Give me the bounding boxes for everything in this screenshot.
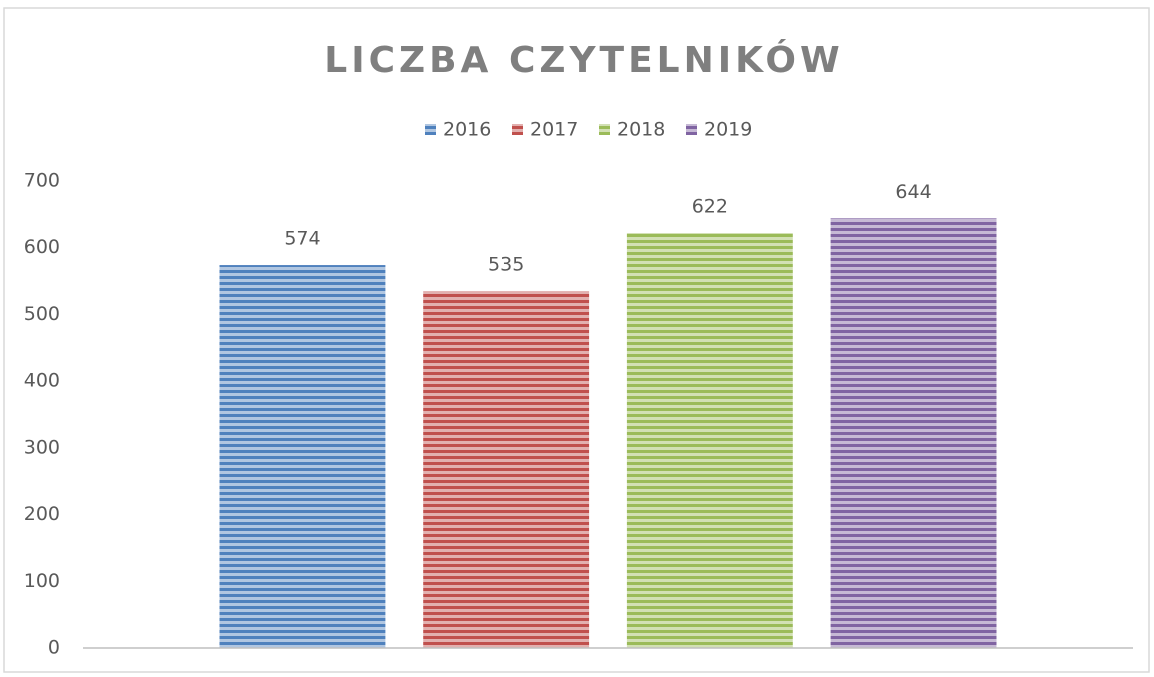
legend-swatch — [599, 124, 610, 135]
legend-label: 2017 — [530, 119, 578, 141]
legend-label: 2016 — [443, 119, 491, 141]
chart-title: LICZBA CZYTELNIKÓW — [324, 39, 844, 81]
y-tick-label: 700 — [24, 170, 60, 192]
bar — [219, 265, 386, 648]
y-tick-label: 400 — [24, 370, 60, 392]
bar — [423, 291, 590, 648]
legend-label: 2019 — [704, 119, 752, 141]
y-tick-label: 0 — [48, 637, 60, 659]
data-label: 574 — [284, 228, 320, 250]
y-tick-label: 200 — [24, 503, 60, 525]
y-tick-label: 100 — [24, 570, 60, 592]
bar — [830, 218, 997, 649]
data-label: 644 — [895, 181, 931, 203]
y-tick-label: 500 — [24, 303, 60, 325]
legend-swatch — [512, 124, 523, 135]
legend-swatch — [686, 124, 697, 135]
legend-swatch — [425, 124, 436, 135]
data-label: 535 — [488, 254, 524, 276]
y-tick-label: 600 — [24, 236, 60, 258]
y-tick-label: 300 — [24, 436, 60, 458]
legend-label: 2018 — [617, 119, 665, 141]
data-label: 622 — [692, 196, 728, 218]
bar — [626, 233, 793, 648]
